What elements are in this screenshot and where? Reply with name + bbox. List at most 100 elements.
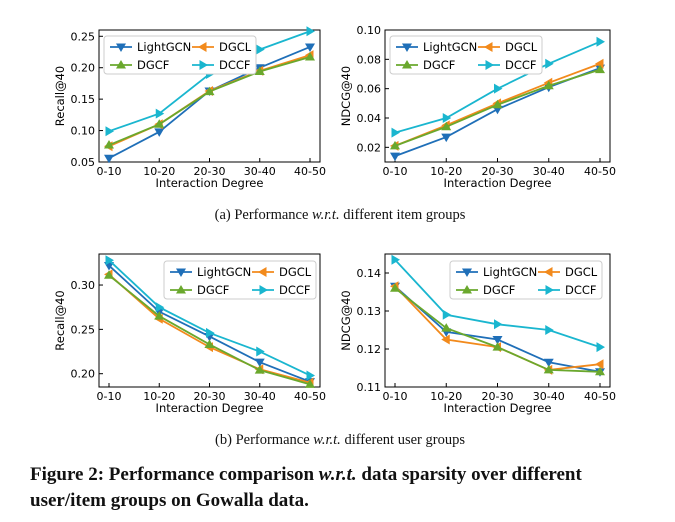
- y-tick-label: 0.30: [71, 279, 96, 292]
- legend-label: DGCF: [137, 58, 169, 72]
- x-tick-label: 0-10: [383, 165, 408, 178]
- legend-label: DGCF: [483, 283, 515, 297]
- x-tick-label: 20-30: [482, 390, 514, 403]
- figure-caption-suffix: data sparsity over different user/item g…: [30, 464, 582, 511]
- y-tick-label: 0.15: [71, 93, 96, 106]
- legend-label: LightGCN: [423, 40, 477, 54]
- data-point: [391, 254, 400, 265]
- caption-a-suffix: different item groups: [339, 207, 466, 223]
- y-tick-label: 0.08: [357, 53, 382, 66]
- legend-label: DGCL: [219, 40, 252, 54]
- data-point: [595, 58, 604, 69]
- data-point: [596, 36, 605, 47]
- legend-marker: [116, 60, 126, 69]
- x-tick-label: 30-40: [533, 165, 565, 178]
- y-tick-label: 0.10: [71, 125, 96, 138]
- x-tick-label: 30-40: [244, 390, 276, 403]
- data-point: [595, 359, 604, 370]
- x-tick-label: 0-10: [383, 390, 408, 403]
- y-axis-label: Recall@40: [53, 290, 67, 350]
- x-axis-label: Interaction Degree: [156, 176, 264, 190]
- caption-b-wrt: w.r.t.: [313, 432, 341, 448]
- figure-caption: Figure 2: Performance comparison w.r.t. …: [30, 462, 650, 514]
- x-axis-label: Interaction Degree: [156, 401, 264, 415]
- legend-marker: [258, 267, 267, 277]
- data-point: [494, 319, 503, 330]
- legend-marker: [484, 42, 493, 52]
- data-point: [390, 152, 400, 162]
- legend-marker: [402, 43, 412, 52]
- legend-label: DGCL: [505, 40, 538, 54]
- y-tick-label: 0.02: [357, 141, 382, 154]
- series-dgcf: [390, 283, 605, 376]
- y-tick-label: 0.10: [357, 24, 382, 37]
- data-point: [204, 86, 215, 96]
- legend-marker: [199, 60, 208, 70]
- data-point: [595, 366, 605, 376]
- legend-box: [103, 35, 257, 75]
- data-point: [494, 83, 503, 94]
- data-point: [254, 358, 265, 368]
- x-tick-label: 0-10: [97, 390, 122, 403]
- legend-label: DGCL: [279, 265, 312, 279]
- data-point: [155, 108, 165, 119]
- data-point: [306, 370, 315, 381]
- legend-marker: [176, 285, 186, 294]
- data-point: [441, 334, 450, 345]
- y-tick-label: 0.14: [357, 267, 382, 280]
- series-dccf: [391, 254, 605, 353]
- data-point: [256, 346, 265, 357]
- legend: LightGCN DGCL DGCF DCCF: [163, 260, 317, 300]
- x-tick-label: 10-20: [143, 390, 175, 403]
- legend: LightGCN DGCL DGCF DCCF: [103, 35, 257, 75]
- y-tick-label: 0.11: [357, 381, 382, 394]
- data-point: [104, 140, 114, 149]
- data-point: [155, 302, 165, 313]
- data-point: [442, 113, 452, 123]
- y-tick-label: 0.20: [71, 62, 96, 75]
- legend-label: LightGCN: [137, 40, 191, 54]
- data-point: [105, 255, 114, 266]
- legend: LightGCN DGCL DGCF DCCF: [389, 35, 543, 75]
- data-point: [104, 270, 114, 279]
- y-tick-label: 0.12: [357, 343, 382, 356]
- x-tick-label: 0-10: [97, 165, 122, 178]
- x-tick-label: 20-30: [194, 390, 226, 403]
- y-tick-label: 0.05: [71, 156, 96, 169]
- legend-label: DCCF: [279, 283, 311, 297]
- y-tick-label: 0.20: [71, 368, 96, 381]
- chart-b-left: 0.20 0.25 0.30 0-10 10-20 20-30 30-40 40-50 Inte…: [53, 253, 326, 415]
- data-point: [254, 365, 265, 374]
- data-point: [545, 325, 554, 335]
- data-point: [390, 140, 400, 150]
- legend-marker: [462, 268, 472, 277]
- legend-marker: [198, 42, 207, 52]
- data-point: [154, 128, 165, 137]
- y-axis-label: Recall@40: [53, 66, 67, 126]
- series-dccf: [105, 255, 315, 381]
- x-tick-label: 40-50: [584, 390, 616, 403]
- legend-marker: [462, 285, 472, 294]
- x-tick-label: 10-20: [430, 390, 462, 403]
- y-axis-label: NDCG@40: [339, 66, 353, 127]
- caption-b-prefix: (b) Performance: [215, 432, 314, 448]
- x-tick-label: 30-40: [533, 390, 565, 403]
- x-tick-label: 20-30: [194, 165, 226, 178]
- data-point: [305, 52, 315, 61]
- legend-marker: [402, 60, 412, 69]
- legend-marker: [544, 267, 553, 277]
- data-point: [391, 127, 400, 138]
- y-tick-label: 0.04: [357, 112, 382, 125]
- legend: LightGCN DGCL DGCF DCCF: [449, 260, 603, 300]
- series-dgcf: [390, 64, 605, 150]
- legend-label: DCCF: [219, 58, 251, 72]
- data-point: [306, 26, 315, 37]
- legend-label: DGCL: [565, 265, 598, 279]
- data-point: [154, 119, 165, 128]
- legend-marker: [116, 43, 126, 52]
- legend-marker: [259, 285, 268, 295]
- data-point: [492, 336, 503, 345]
- legend-label: DGCF: [423, 58, 455, 72]
- x-axis-label: Interaction Degree: [444, 401, 552, 415]
- legend-label: LightGCN: [197, 265, 251, 279]
